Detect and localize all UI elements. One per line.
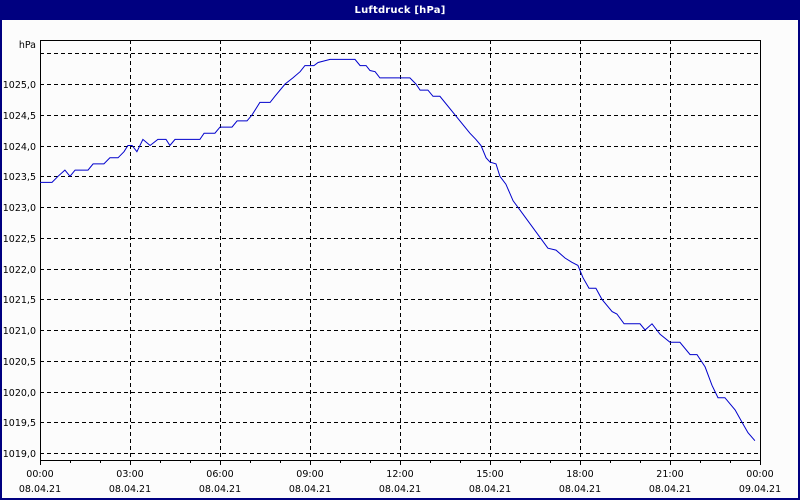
y-tick-label: 1023,5 xyxy=(3,172,36,183)
x-tick-date: 08.04.21 xyxy=(469,484,511,495)
chart-title: Luftdruck [hPa] xyxy=(354,4,446,16)
y-tick-label: 1019,0 xyxy=(3,449,36,460)
x-tick-date: 08.04.21 xyxy=(649,484,691,495)
x-tick-time: 00:00 xyxy=(26,469,53,480)
axes xyxy=(40,40,761,465)
x-tick-time: 12:00 xyxy=(386,469,413,480)
line-chart: 1019,0 1019,5 1020,0 1020,5 1021,0 1021,5 1022… xyxy=(3,40,781,495)
x-tick-time: 00:00 xyxy=(746,469,773,480)
y-tick-label: 1024,0 xyxy=(3,142,36,153)
x-tick-date: 08.04.21 xyxy=(109,484,151,495)
x-tick-time: 06:00 xyxy=(206,469,233,480)
x-axis-labels: 00:00 08.04.21 03:00 08.04.21 06:00 08.04.21 0… xyxy=(19,469,781,495)
y-tick-label: 1023,0 xyxy=(3,203,36,214)
y-tick-label: 1019,5 xyxy=(3,418,36,429)
y-tick-label: 1022,0 xyxy=(3,265,36,276)
x-tick-date: 08.04.21 xyxy=(19,484,61,495)
y-tick-label: 1020,0 xyxy=(3,388,36,399)
x-tick-time: 18:00 xyxy=(566,469,593,480)
x-tick-date: 08.04.21 xyxy=(559,484,601,495)
x-tick-time: 03:00 xyxy=(116,469,143,480)
y-tick-label: 1021,5 xyxy=(3,295,36,306)
chart-canvas: 1019,0 1019,5 1020,0 1020,5 1021,0 1021,5 1022… xyxy=(2,20,798,498)
x-tick-date: 08.04.21 xyxy=(289,484,331,495)
pressure-line xyxy=(40,58,756,442)
title-bar: Luftdruck [hPa] xyxy=(0,0,800,20)
x-tick-time: 09:00 xyxy=(296,469,323,480)
y-tick-label: 1021,0 xyxy=(3,326,36,337)
x-tick-time: 21:00 xyxy=(656,469,683,480)
y-axis-labels: 1019,0 1019,5 1020,0 1020,5 1021,0 1021,5 1022… xyxy=(3,80,36,460)
y-tick-label: 1020,5 xyxy=(3,357,36,368)
y-axis-unit: hPa xyxy=(19,40,36,51)
y-tick-label: 1024,5 xyxy=(3,111,36,122)
y-tick-label: 1022,5 xyxy=(3,234,36,245)
y-tick-label: 1025,0 xyxy=(3,80,36,91)
x-tick-date: 08.04.21 xyxy=(379,484,421,495)
x-tick-date: 09.04.21 xyxy=(739,484,781,495)
gridlines xyxy=(40,40,760,460)
x-tick-time: 15:00 xyxy=(476,469,503,480)
x-tick-date: 08.04.21 xyxy=(199,484,241,495)
